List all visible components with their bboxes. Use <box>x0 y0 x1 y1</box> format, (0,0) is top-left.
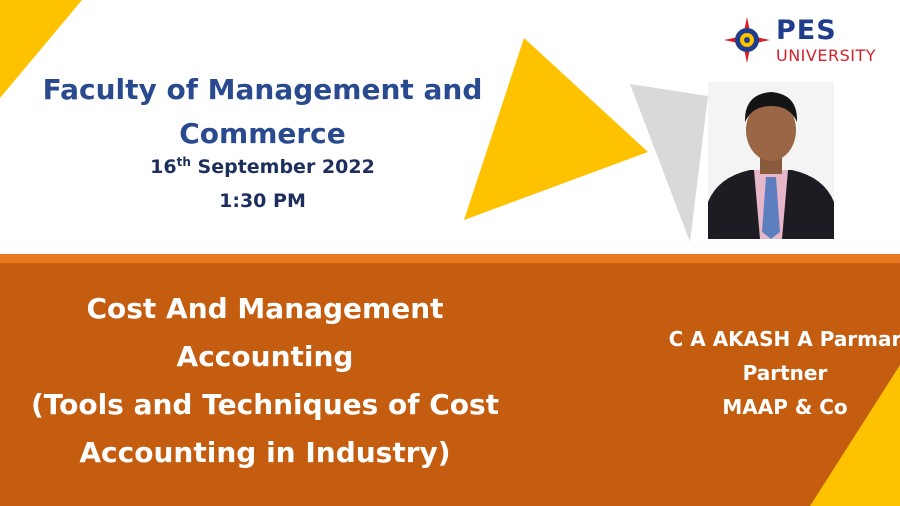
decorative-shapes-bottom <box>810 365 900 506</box>
yellow-corner-triangle <box>0 0 82 98</box>
speaker-info: C A AKASH A Parmar Partner MAAP & Co <box>665 322 900 424</box>
date-suffix: th <box>176 155 191 169</box>
course-line-3: (Tools and Techniques of Cost <box>30 388 500 421</box>
event-time: 1:30 PM <box>219 190 306 212</box>
compass-star-emblem-icon <box>724 17 770 63</box>
yellow-bottom-right-triangle <box>810 365 900 506</box>
decorative-shapes <box>0 0 708 242</box>
university-logo: PES UNIVERSITY <box>724 15 889 65</box>
course-line-4: Accounting in Industry) <box>79 436 451 469</box>
yellow-center-triangle <box>464 38 648 220</box>
speaker-photo <box>708 82 834 239</box>
faculty-title: Faculty of Management and Commerce <box>42 73 483 150</box>
course-line-1: Cost And Management <box>86 292 444 325</box>
speaker-portrait-icon <box>708 82 834 239</box>
speaker-firm: MAAP & Co <box>722 395 848 419</box>
date-day: 16 <box>150 156 177 178</box>
grey-triangle <box>630 84 708 242</box>
top-panel: Faculty of Management and Commerce 16th … <box>0 0 889 242</box>
bottom-panel <box>0 263 900 506</box>
orange-divider-stripe <box>0 254 900 263</box>
speaker-name: C A AKASH A Parmar <box>668 327 900 351</box>
course-title: Cost And Management Accounting (Tools an… <box>20 285 510 477</box>
speaker-role: Partner <box>742 361 828 385</box>
logo-subtitle: UNIVERSITY <box>776 46 876 65</box>
logo-name: PES <box>776 15 837 46</box>
course-line-2: Accounting <box>176 340 354 373</box>
date-month-year: September 2022 <box>190 156 375 178</box>
event-date: 16th September 2022 <box>100 155 425 178</box>
